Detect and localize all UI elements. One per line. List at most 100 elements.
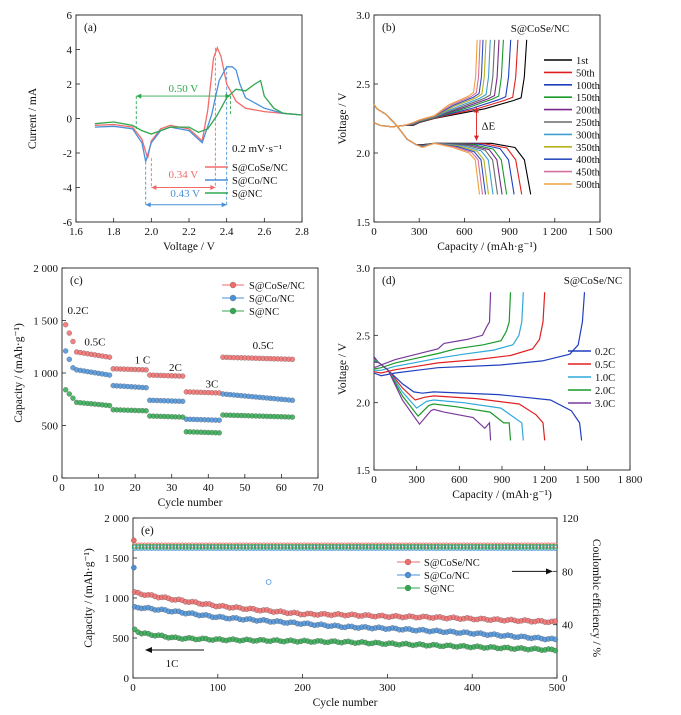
capacity-axis-arrow-head <box>145 647 152 653</box>
efficiency-point <box>318 543 325 550</box>
x-tick-label: 600 <box>456 226 473 238</box>
x-axis-label: Capacity / (mAh·g⁻¹) <box>437 241 537 253</box>
efficiency-point <box>447 543 453 550</box>
legend-label: 150th <box>576 93 601 104</box>
efficiency-point <box>169 543 175 550</box>
y-tick-label: 6 <box>67 10 73 22</box>
legend-label: S@Co/NC <box>249 294 294 305</box>
efficiency-point <box>179 543 185 550</box>
capacity-point <box>131 564 137 571</box>
efficiency-point <box>328 543 335 550</box>
efficiency-point <box>379 543 386 550</box>
efficiency-point <box>396 543 403 550</box>
y-tick-label: -6 <box>63 217 73 229</box>
charge-curve <box>373 39 481 128</box>
charge-curve <box>373 292 512 370</box>
capacity-point <box>552 647 559 654</box>
x-tick-label: 1 500 <box>575 474 600 486</box>
efficiency-point <box>172 543 179 550</box>
discharge-curve <box>374 361 492 441</box>
legend-label: S@Co/NC <box>424 571 469 582</box>
efficiency-point <box>243 543 250 550</box>
efficiency-point <box>206 543 213 550</box>
efficiency-point <box>508 543 515 550</box>
gap-arrow-cose-head <box>151 185 157 190</box>
efficiency-point <box>481 543 487 550</box>
x-tick-label: 0 <box>130 682 136 694</box>
x-tick-label: 30 <box>166 482 178 494</box>
efficiency-point <box>365 543 372 550</box>
y-axis-label: Current / mA <box>27 87 39 149</box>
panel-b-cycling-profiles-chart: 0 300 600 900 1 200 1 500 1.5 2.0 2.5 3.0 Capacity… <box>337 10 613 253</box>
efficiency-point <box>142 543 148 550</box>
y-tick-label: 2 000 <box>104 513 129 525</box>
efficiency-point <box>484 543 491 550</box>
efficiency-point <box>284 543 291 550</box>
rate-label: 3C <box>206 379 219 391</box>
x-axis-label: Voltage / V <box>163 241 216 253</box>
efficiency-point <box>209 543 216 550</box>
efficiency-point <box>372 543 379 550</box>
annotation-cose-gap: 0.34 V <box>168 169 198 181</box>
efficiency-point <box>267 543 274 550</box>
legend-label: 50th <box>576 68 595 79</box>
delta-e-label: ΔE <box>481 120 495 132</box>
plot-frame <box>132 517 558 679</box>
y2-tick-label: 80 <box>562 566 574 578</box>
efficiency-point <box>186 543 192 550</box>
x-tick-label: 1 200 <box>542 226 567 238</box>
efficiency-point <box>359 543 365 550</box>
efficiency-point <box>247 543 253 550</box>
annotation-co-gap: 0.43 V <box>170 188 200 200</box>
efficiency-point <box>549 543 555 550</box>
efficiency-axis-arrow-head <box>546 568 553 575</box>
data-point <box>180 398 186 405</box>
efficiency-point <box>403 543 409 550</box>
legend-label: S@CoSe/NC <box>232 163 288 174</box>
x-tick-label: 200 <box>294 682 311 694</box>
data-point <box>180 373 186 379</box>
efficiency-point <box>175 543 182 550</box>
y-tick-label: 0 <box>67 114 73 126</box>
data-point <box>106 372 113 378</box>
x-tick-label: 2.2 <box>182 226 196 238</box>
y-tick-label: -2 <box>63 148 72 160</box>
efficiency-point <box>505 543 511 550</box>
efficiency-point <box>399 543 406 550</box>
x-tick-label: 2.0 <box>144 226 158 238</box>
legend-label: S@NC <box>249 307 279 318</box>
y-axis-label: Capacity / (mAh·g⁻¹) <box>83 548 95 648</box>
gap-arrow-cose-head <box>210 185 216 190</box>
y-tick-label: 1 000 <box>104 593 129 605</box>
discharge-curve <box>373 104 532 195</box>
legend-label: 0.2C <box>595 347 615 358</box>
charge-curve <box>373 39 487 128</box>
x-tick-label: 1 500 <box>588 226 613 238</box>
efficiency-point <box>454 543 460 550</box>
efficiency-point <box>410 543 416 550</box>
x-tick-label: 900 <box>501 226 518 238</box>
efficiency-point <box>382 543 389 550</box>
efficiency-point <box>494 543 501 550</box>
legend-label: S@NC <box>424 584 454 595</box>
data-point <box>66 356 72 363</box>
efficiency-point <box>162 543 169 550</box>
sample-label: S@CoSe/NC <box>564 275 622 287</box>
y-axis-label: Voltage / V <box>337 92 349 145</box>
legend-label: 400th <box>576 155 601 166</box>
efficiency-point <box>474 543 481 550</box>
efficiency-point <box>420 543 426 550</box>
gap-arrow-co-head <box>145 202 151 208</box>
data-point <box>143 385 149 391</box>
y-tick-label: 0 <box>53 473 59 485</box>
efficiency-point <box>348 543 355 550</box>
data-point <box>143 367 149 373</box>
x-tick-label: 900 <box>494 474 511 486</box>
legend-label: 200th <box>576 106 601 117</box>
charge-curve <box>373 39 491 128</box>
data-point <box>63 387 69 393</box>
x-axis-label: Capacity / (mAh·g⁻¹) <box>452 489 552 501</box>
x-tick-label: 300 <box>408 474 425 486</box>
efficiency-point <box>138 543 145 550</box>
